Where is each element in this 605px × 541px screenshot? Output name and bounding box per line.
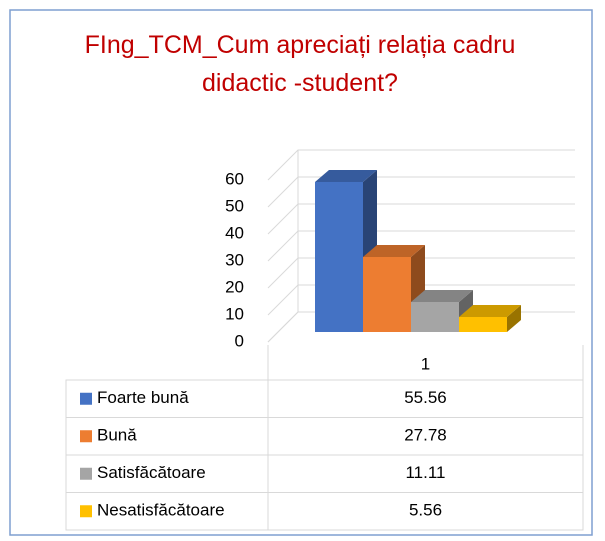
bar-side xyxy=(507,304,521,332)
table-value: 5.56 xyxy=(409,501,442,520)
bar xyxy=(411,302,459,332)
chart-title: FIng_TCM_Cum apreciați relația cadru did… xyxy=(84,31,516,97)
bar-top xyxy=(459,304,521,317)
bar xyxy=(363,256,411,332)
legend-label: Bună xyxy=(97,426,137,445)
legend-key xyxy=(80,392,92,405)
legend-key xyxy=(80,467,92,480)
legend-key xyxy=(80,430,92,443)
legend-key xyxy=(80,505,92,518)
grid-line xyxy=(267,149,575,181)
y-tick-label: 40 xyxy=(225,223,244,242)
bar xyxy=(459,316,507,332)
chart-frame xyxy=(9,9,593,536)
grid-line xyxy=(267,284,575,316)
legend-label: Nesatisfăcătoare xyxy=(97,501,225,520)
table-value: 27.78 xyxy=(404,426,447,445)
y-tick-label: 60 xyxy=(225,169,244,188)
legend-label: Foarte bună xyxy=(97,388,189,407)
y-tick-label: 50 xyxy=(225,196,244,215)
table-header: 1 xyxy=(421,354,430,373)
grid-line xyxy=(267,176,575,208)
table-value: 55.56 xyxy=(404,388,447,407)
y-tick-label: 20 xyxy=(225,277,244,296)
grid-line xyxy=(267,203,575,235)
legend-label: Satisfăcătoare xyxy=(97,463,206,482)
y-tick-label: 30 xyxy=(225,250,244,269)
y-tick-label: 10 xyxy=(225,304,244,323)
table-row xyxy=(65,492,584,531)
grid-line xyxy=(267,257,575,289)
bar xyxy=(315,181,363,332)
bar-top xyxy=(315,169,377,182)
y-tick-label: 0 xyxy=(235,331,244,350)
bar-top xyxy=(363,244,425,257)
grid-line xyxy=(267,230,575,262)
bar-top xyxy=(411,290,473,303)
table-value: 11.11 xyxy=(405,463,445,482)
